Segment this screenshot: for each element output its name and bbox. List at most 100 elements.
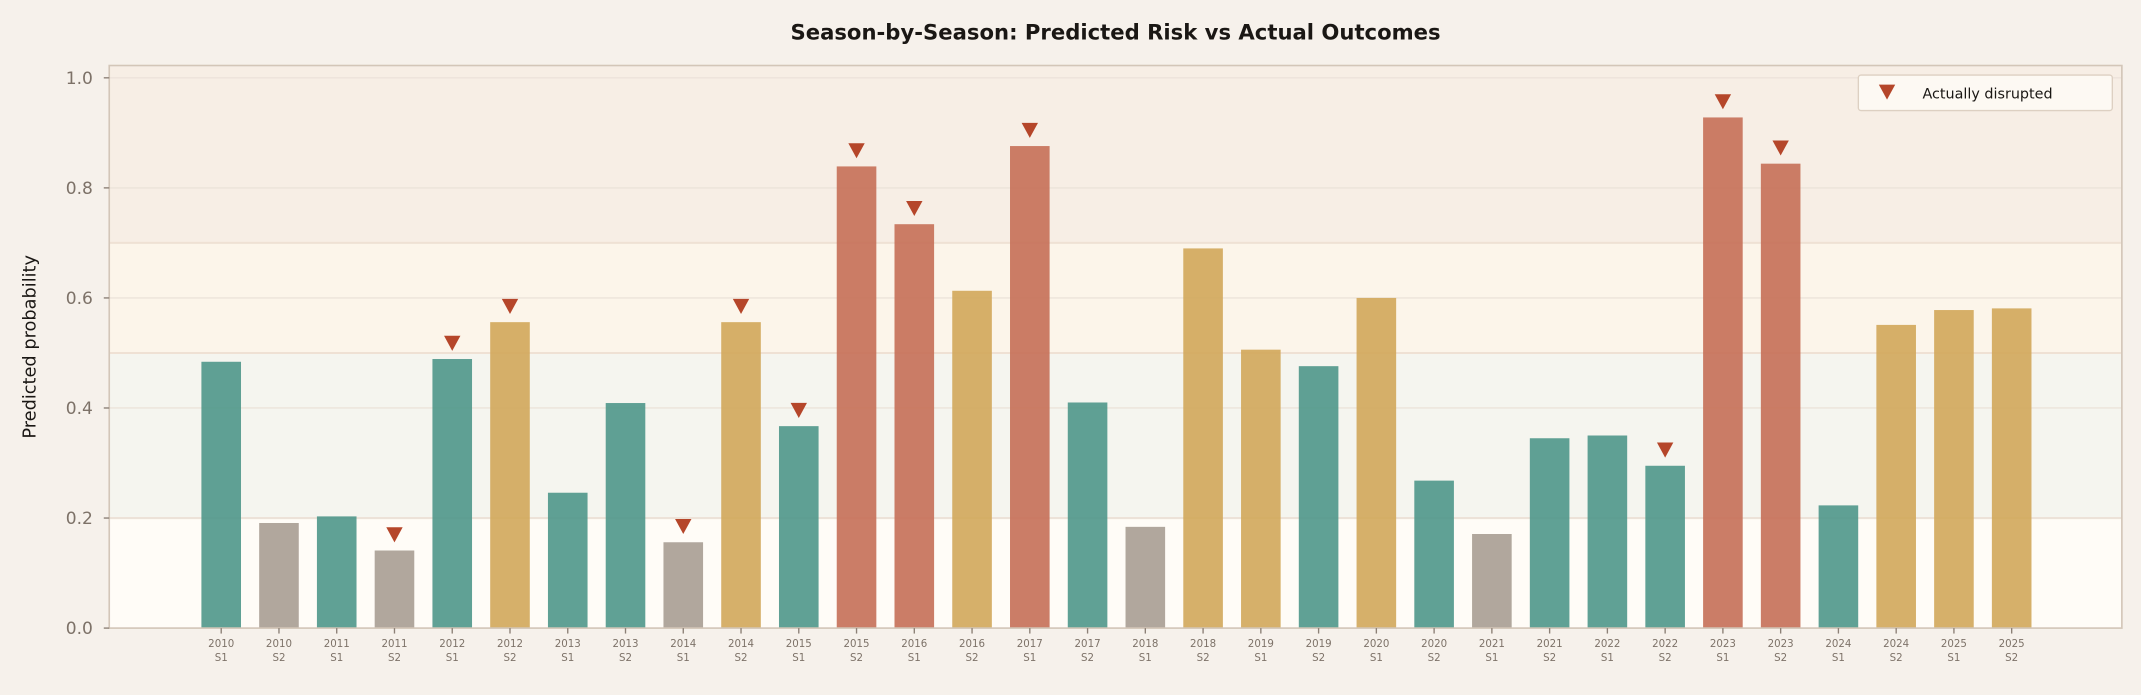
disrupted-marker (675, 519, 692, 535)
disrupted-marker (501, 298, 519, 314)
x-tick-label-year: 2018 (1190, 638, 1216, 650)
disrupted-marker (848, 143, 865, 159)
x-tick-label-year: 2011 (381, 638, 407, 650)
x-tick-label-year: 2024 (1825, 638, 1851, 650)
bar (952, 290, 992, 629)
bar (547, 492, 588, 629)
x-tick-label-season: S1 (1947, 652, 1960, 664)
x-tick-label-season: S2 (503, 652, 516, 664)
bar (1125, 526, 1166, 629)
bar (778, 426, 819, 629)
x-tick-label-season: S2 (1890, 652, 1903, 664)
legend-box (1857, 74, 2113, 112)
x-tick-label-year: 2013 (555, 638, 581, 650)
bar (490, 322, 530, 629)
y-tick-label: 0.4 (66, 399, 93, 419)
disrupted-marker (1772, 140, 1789, 156)
x-tick-label-season: S1 (1254, 652, 1267, 664)
x-tick-label-season: S2 (1428, 652, 1441, 664)
bar (432, 359, 473, 629)
plot-frame (108, 64, 2123, 629)
x-tick-label-year: 2023 (1768, 638, 1794, 650)
x-tick-label-season: S2 (1659, 652, 1672, 664)
x-tick-label-year: 2018 (1132, 638, 1158, 650)
y-tick-label: 0.6 (66, 289, 93, 309)
risk-band (109, 352, 2122, 519)
disrupted-marker (1656, 442, 1674, 458)
x-tick-label-season: S1 (1832, 652, 1845, 664)
bar (1703, 117, 1743, 629)
bar (1876, 324, 1916, 629)
x-tick-label-year: 2012 (439, 638, 465, 650)
bar (1183, 248, 1223, 629)
bar (201, 361, 242, 629)
x-tick-label-year: 2012 (497, 638, 523, 650)
x-tick-label-season: S2 (1312, 652, 1325, 664)
bar (1529, 438, 1570, 629)
x-tick-label-season: S1 (1601, 652, 1614, 664)
x-tick-label-year: 2019 (1248, 638, 1274, 650)
bar (259, 522, 299, 629)
x-tick-label-year: 2022 (1652, 638, 1678, 650)
legend: Actually disrupted (1857, 74, 2113, 112)
x-tick-label-year: 2023 (1710, 638, 1736, 650)
x-tick-label-season: S1 (561, 652, 574, 664)
y-tick-label: 0.8 (66, 179, 93, 199)
legend-label: Actually disrupted (1923, 86, 2053, 102)
x-tick-label-season: S2 (619, 652, 632, 664)
x-tick-label-season: S1 (1485, 652, 1498, 664)
legend-marker-icon (1878, 84, 1896, 100)
risk-band (109, 66, 2122, 243)
x-tick-label-year: 2025 (1941, 638, 1967, 650)
x-tick-label-season: S2 (1774, 652, 1787, 664)
x-tick-label-season: S1 (677, 652, 690, 664)
x-tick-label-season: S2 (388, 652, 401, 664)
bar (1760, 163, 1801, 629)
x-tick-label-year: 2010 (266, 638, 292, 650)
x-tick-label-year: 2025 (1999, 638, 2025, 650)
bar (1934, 310, 1974, 629)
x-tick-label-year: 2017 (1075, 638, 1101, 650)
bar (721, 322, 761, 629)
bar (836, 166, 877, 629)
bar (663, 542, 704, 629)
x-tick-label-season: S1 (908, 652, 921, 664)
x-tick-label-season: S1 (330, 652, 343, 664)
x-tick-label-season: S2 (1197, 652, 1210, 664)
bar (1472, 533, 1512, 629)
x-tick-label-year: 2015 (786, 638, 812, 650)
x-tick-label-year: 2010 (208, 638, 234, 650)
x-tick-label-year: 2016 (959, 638, 985, 650)
disrupted-marker (1714, 94, 1732, 110)
x-tick-label-year: 2020 (1363, 638, 1389, 650)
x-tick-label-year: 2013 (612, 638, 638, 650)
disrupted-marker (444, 335, 461, 351)
x-tick-label-year: 2011 (324, 638, 350, 650)
x-tick-label-year: 2019 (1306, 638, 1332, 650)
bar (605, 403, 646, 629)
disrupted-marker (1021, 122, 1039, 138)
bar (1818, 505, 1859, 629)
x-tick-label-season: S1 (446, 652, 459, 664)
x-tick-label-season: S2 (850, 652, 863, 664)
y-tick-label: 0.2 (66, 509, 93, 529)
disrupted-marker (386, 527, 403, 543)
x-tick-label-year: 2021 (1537, 638, 1563, 650)
x-tick-label-year: 2014 (728, 638, 754, 650)
x-tick-label-season: S2 (272, 652, 285, 664)
x-tick-label-season: S1 (1370, 652, 1383, 664)
x-tick-label-season: S2 (735, 652, 748, 664)
x-tick-label-season: S2 (1081, 652, 1094, 664)
x-tick-label-season: S2 (1543, 652, 1556, 664)
x-tick-label-year: 2016 (901, 638, 927, 650)
y-axis-label: Predicted probability (21, 255, 41, 439)
chart-title: Season-by-Season: Predicted Risk vs Actu… (790, 20, 1440, 45)
bar (1067, 402, 1108, 629)
x-tick-label-season: S1 (1139, 652, 1152, 664)
x-tick-label-season: S1 (215, 652, 228, 664)
bar (1587, 435, 1628, 629)
x-tick-label-year: 2022 (1594, 638, 1620, 650)
bar (1414, 480, 1454, 629)
